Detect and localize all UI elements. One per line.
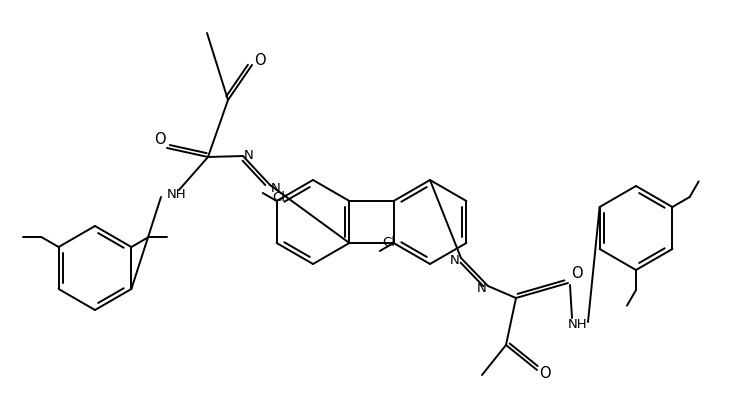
Text: O: O bbox=[539, 365, 550, 380]
Text: Cl: Cl bbox=[382, 235, 395, 248]
Text: N: N bbox=[477, 282, 487, 295]
Text: Cl: Cl bbox=[272, 190, 285, 203]
Text: O: O bbox=[254, 53, 266, 68]
Text: N: N bbox=[244, 149, 254, 162]
Text: O: O bbox=[154, 132, 166, 147]
Text: NH: NH bbox=[568, 318, 588, 331]
Text: N: N bbox=[450, 254, 460, 267]
Text: NH: NH bbox=[167, 188, 187, 201]
Text: O: O bbox=[571, 265, 583, 280]
Text: N: N bbox=[271, 181, 281, 194]
